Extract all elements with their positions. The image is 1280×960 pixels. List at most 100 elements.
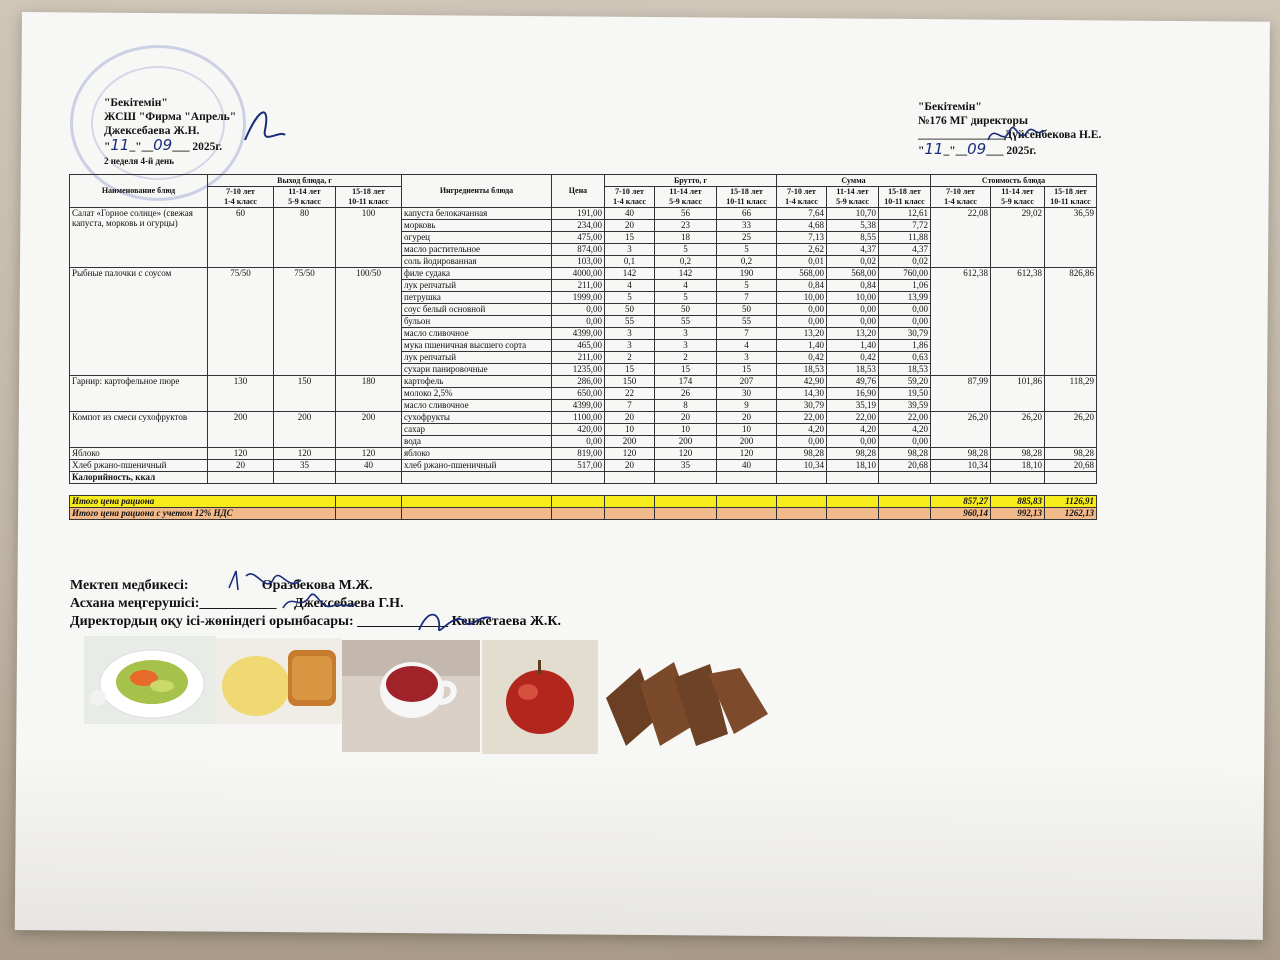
header-class: 5-9 класс	[836, 197, 869, 206]
ingredient-brutto: 2	[654, 351, 717, 364]
ingredient-sum: 98,28	[776, 447, 827, 460]
header-age: 15-18 лет	[1054, 187, 1087, 197]
table-row: Хлеб ржано-пшеничный 20 35 40 хлеб ржано-пше…	[69, 459, 1097, 472]
approval-left-day: 11	[110, 136, 130, 154]
ingredient-sum: 0,00	[776, 303, 827, 316]
ingredient-price: 874,00	[551, 243, 605, 256]
header-age-group: 11-14 лет 5-9 класс	[654, 186, 717, 208]
header-age-group: 15-18 лет 10-11 класс	[335, 186, 402, 208]
ingredient-price: 465,00	[551, 339, 605, 352]
dish-cost: 826,86	[1044, 267, 1097, 376]
ingredient-sum: 59,20	[878, 375, 931, 388]
ingredient-brutto: 7	[716, 291, 777, 304]
empty-cell	[826, 471, 879, 484]
header-class: 10-11 класс	[884, 197, 925, 206]
ingredient-brutto: 5	[654, 291, 717, 304]
ingredient-sum: 0,00	[878, 303, 931, 316]
table-row: петрушка 1999,00 5 5 7 10,00 10,00 13,99	[70, 291, 1097, 304]
ingredient-brutto: 4	[716, 339, 777, 352]
approval-left-year: 2025г.	[192, 141, 223, 153]
header-class: 10-11 класс	[348, 197, 389, 206]
ingredient-brutto: 15	[654, 363, 717, 376]
header-age: 11-14 лет	[836, 187, 869, 197]
ingredient-sum: 4,68	[776, 219, 827, 232]
ingredient-sum: 18,10	[826, 459, 879, 472]
empty-cell	[604, 507, 655, 520]
ingredient-sum: 39,59	[878, 399, 931, 412]
ingredient-price: 650,00	[551, 387, 605, 400]
ingredient-sum: 98,28	[878, 447, 931, 460]
ingredient-name: хлеб ржано-пшеничный	[401, 459, 552, 472]
ingredient-brutto: 10	[716, 423, 777, 436]
dish-cost: 29,02	[990, 207, 1045, 268]
tea-cup-photo	[342, 640, 480, 752]
ingredient-sum: 14,30	[776, 387, 827, 400]
total-label: Итого цена рациона	[69, 495, 336, 508]
ingredient-brutto: 50	[716, 303, 777, 316]
ingredient-sum: 0,84	[776, 279, 827, 292]
header-age-group: 7-10 лет 1-4 класс	[207, 186, 274, 208]
ingredient-name: мука пшеничная высшего сорта	[401, 339, 552, 352]
dish-name: Хлеб ржано-пшеничный	[69, 459, 208, 472]
ingredient-sum: 1,06	[878, 279, 931, 292]
ingredient-brutto: 3	[604, 327, 655, 340]
ingredient-brutto: 5	[716, 243, 777, 256]
dish-cost: 612,38	[990, 267, 1045, 376]
ingredient-name: сахар	[401, 423, 552, 436]
approval-left-month: 09	[153, 136, 173, 154]
dish-cost: 26,20	[990, 411, 1045, 448]
ingredient-brutto: 55	[716, 315, 777, 328]
ingredient-brutto: 55	[604, 315, 655, 328]
ingredient-brutto: 3	[654, 327, 717, 340]
ingredient-brutto: 3	[604, 243, 655, 256]
ingredient-brutto: 120	[654, 447, 717, 460]
table-row: мука пшеничная высшего сорта 465,00 3 3 4 1,4…	[70, 339, 1097, 352]
ingredient-sum: 0,00	[826, 303, 879, 316]
ingredient-brutto: 20	[654, 411, 717, 424]
ingredient-brutto: 7	[604, 399, 655, 412]
approval-right-year: 2025г.	[1006, 145, 1037, 157]
apple-photo	[482, 640, 598, 754]
dish-cost: 98,28	[1044, 447, 1097, 460]
ingredient-name: яблоко	[401, 447, 552, 460]
ingredient-brutto: 4	[604, 279, 655, 292]
total-value: 960,14	[930, 507, 991, 520]
table-row: соус белый основной 0,00 50 50 50 0,00 0,00 0,0…	[70, 303, 1097, 316]
ingredient-sum: 22,00	[826, 411, 879, 424]
ingredient-sum: 4,37	[826, 243, 879, 256]
ingredient-brutto: 35	[654, 459, 717, 472]
ingredient-brutto: 3	[604, 339, 655, 352]
header-dish: Наименование блюд	[69, 174, 208, 208]
blank-row	[69, 483, 1097, 496]
ingredient-sum: 0,42	[826, 351, 879, 364]
empty-cell	[401, 471, 552, 484]
approval-right-heading: "Бекітемін"	[918, 101, 982, 113]
ingredient-brutto: 9	[716, 399, 777, 412]
ingredient-name: вода	[401, 435, 552, 448]
header-class: 1-4 класс	[613, 197, 646, 206]
ingredient-brutto: 150	[604, 375, 655, 388]
approval-right-person: Дүйсенбекова Н.Е.	[1004, 129, 1102, 141]
dish-output: 80	[273, 207, 336, 268]
empty-cell	[604, 495, 655, 508]
empty-cell	[551, 507, 605, 520]
total-row: Итого цена рациона 857,27 885,83 1126,91	[69, 495, 1097, 508]
total-value: 885,83	[990, 495, 1045, 508]
empty-cell	[878, 471, 931, 484]
empty-cell	[604, 471, 655, 484]
staff-nurse-role: Мектеп медбикесі:	[70, 578, 189, 593]
ingredient-name: картофель	[401, 375, 552, 388]
ingredient-sum: 0,02	[878, 255, 931, 268]
dish-output: 100/50	[335, 267, 402, 376]
ingredient-brutto: 207	[716, 375, 777, 388]
menu-table: Наименование блюд Выход блюда, г Ингредиен…	[69, 174, 1097, 520]
dish-output: 100	[335, 207, 402, 268]
ingredient-price: 103,00	[551, 255, 605, 268]
empty-cell	[776, 507, 827, 520]
ingredient-name: капуста белокачанная	[401, 207, 552, 220]
header-cost: Стоимость блюда	[930, 174, 1097, 187]
dish-cost: 118,29	[1044, 375, 1097, 412]
ingredient-sum: 13,20	[826, 327, 879, 340]
ingredient-brutto: 0,2	[654, 255, 717, 268]
dish-cost: 36,59	[1044, 207, 1097, 268]
